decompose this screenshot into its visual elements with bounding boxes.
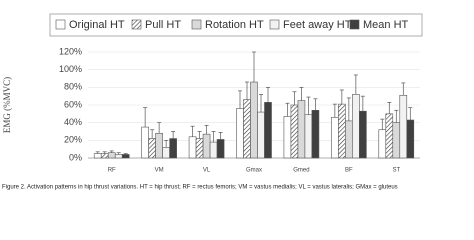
bar xyxy=(385,113,394,159)
legend-swatch xyxy=(131,19,142,30)
bar xyxy=(250,81,258,159)
bar xyxy=(202,133,211,159)
bar xyxy=(297,100,306,159)
bar xyxy=(359,110,367,159)
bar xyxy=(311,110,320,159)
bar xyxy=(121,154,130,159)
bar xyxy=(304,114,313,159)
legend-box xyxy=(49,13,423,37)
bar xyxy=(264,102,272,159)
bar xyxy=(216,139,225,159)
y-tick-label: 120% xyxy=(59,46,82,56)
bar xyxy=(338,103,346,159)
x-tick-label: VL xyxy=(203,168,211,174)
y-tick-label: 80% xyxy=(64,82,82,92)
bar xyxy=(283,116,292,159)
caption: Figure 2. Activation patterns in hip thr… xyxy=(2,185,398,191)
bar xyxy=(392,122,401,159)
x-tick-label: Gmax xyxy=(246,168,262,174)
legend-label: Feet away HT xyxy=(283,19,352,31)
bar xyxy=(188,136,197,159)
y-tick-label: 20% xyxy=(64,135,82,145)
legend-label: Rotation HT xyxy=(205,19,264,31)
y-tick-label: 40% xyxy=(64,117,82,127)
bar xyxy=(345,120,353,159)
chart: EMG (%MVC) Figure 2. Activation patterns… xyxy=(2,13,423,191)
y-tick-label: 60% xyxy=(64,99,82,109)
bar xyxy=(209,141,218,159)
x-tick-label: Gmed xyxy=(293,168,309,174)
bar xyxy=(100,153,109,159)
bar xyxy=(162,147,170,159)
bar xyxy=(257,111,265,159)
bar xyxy=(378,129,387,159)
legend-label: Pull HT xyxy=(145,19,181,31)
bar xyxy=(141,126,149,159)
x-tick-label: BF xyxy=(345,168,353,174)
x-tick-label: VM xyxy=(155,168,164,174)
bar xyxy=(169,138,177,159)
bar xyxy=(331,117,339,159)
legend-label: Original HT xyxy=(69,19,125,31)
bar xyxy=(107,152,116,159)
bar xyxy=(195,138,204,159)
bar xyxy=(399,94,408,159)
x-tick-label: ST xyxy=(392,168,400,174)
x-tick-label: RF xyxy=(108,168,116,174)
legend-swatch xyxy=(55,19,66,30)
legend-swatch xyxy=(349,19,360,30)
bar xyxy=(155,132,163,159)
bar xyxy=(243,99,251,159)
bar xyxy=(352,94,360,159)
bar xyxy=(93,153,102,159)
y-tick-label: 0% xyxy=(69,152,82,162)
bar xyxy=(406,119,415,159)
y-axis-label: EMG (%MVC) xyxy=(2,77,12,133)
legend-label: Mean HT xyxy=(363,19,409,31)
bar xyxy=(148,138,156,159)
bar xyxy=(236,108,244,159)
legend-swatch xyxy=(269,19,280,30)
bar xyxy=(114,154,123,159)
bar xyxy=(290,104,299,159)
legend-swatch xyxy=(191,19,202,30)
y-tick-label: 100% xyxy=(59,64,82,74)
